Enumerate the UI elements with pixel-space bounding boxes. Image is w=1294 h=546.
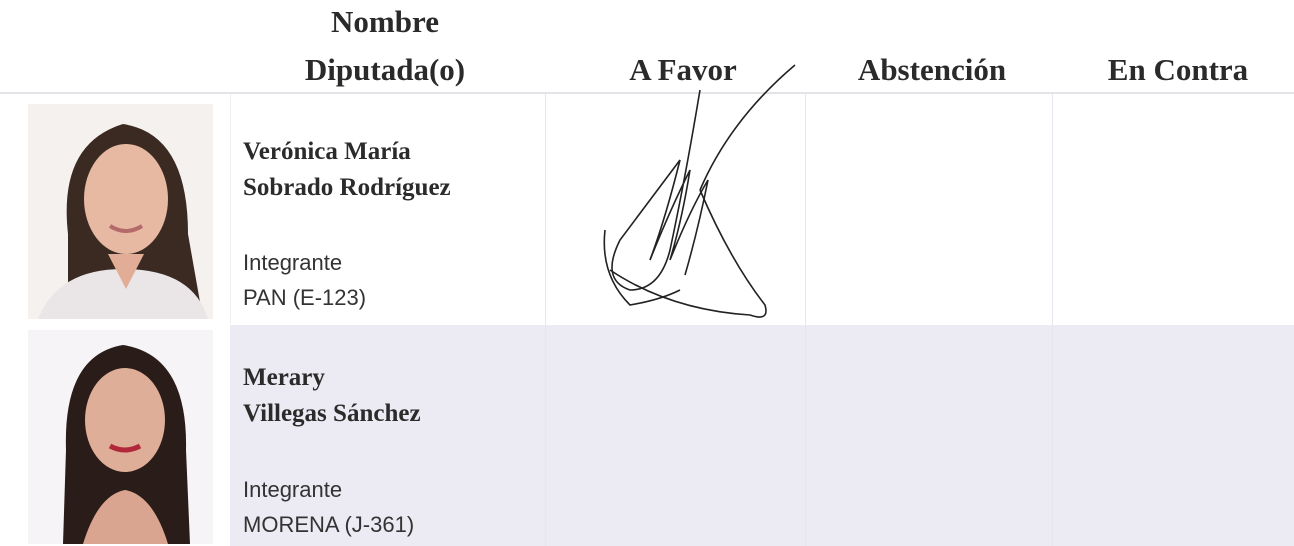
col-line (1052, 94, 1053, 546)
member-party: MORENA (J-361) (243, 512, 415, 537)
photo (28, 104, 213, 319)
header-vote: A Favor (629, 52, 737, 87)
header-vote: Abstención (857, 52, 1007, 87)
col-line (805, 94, 806, 546)
header-name-line: Diputada(o) (304, 52, 466, 87)
member-role: Integrante (243, 477, 343, 502)
header-rule (0, 92, 1294, 94)
member-name: Merary (243, 364, 325, 391)
header-name-line: Nombre (331, 4, 439, 39)
row-1-bg (230, 94, 1294, 324)
row-2-bg (230, 325, 1294, 546)
member-name: Sobrado Rodríguez (243, 174, 451, 201)
signature (603, 64, 796, 318)
photo (28, 330, 213, 544)
col-line (545, 94, 546, 546)
header-vote: En Contra (1107, 52, 1249, 87)
member-role: Integrante (243, 250, 343, 275)
member-party: PAN (E-123) (243, 285, 367, 310)
member-name: Villegas Sánchez (243, 400, 421, 427)
member-name: Verónica María (243, 138, 411, 165)
